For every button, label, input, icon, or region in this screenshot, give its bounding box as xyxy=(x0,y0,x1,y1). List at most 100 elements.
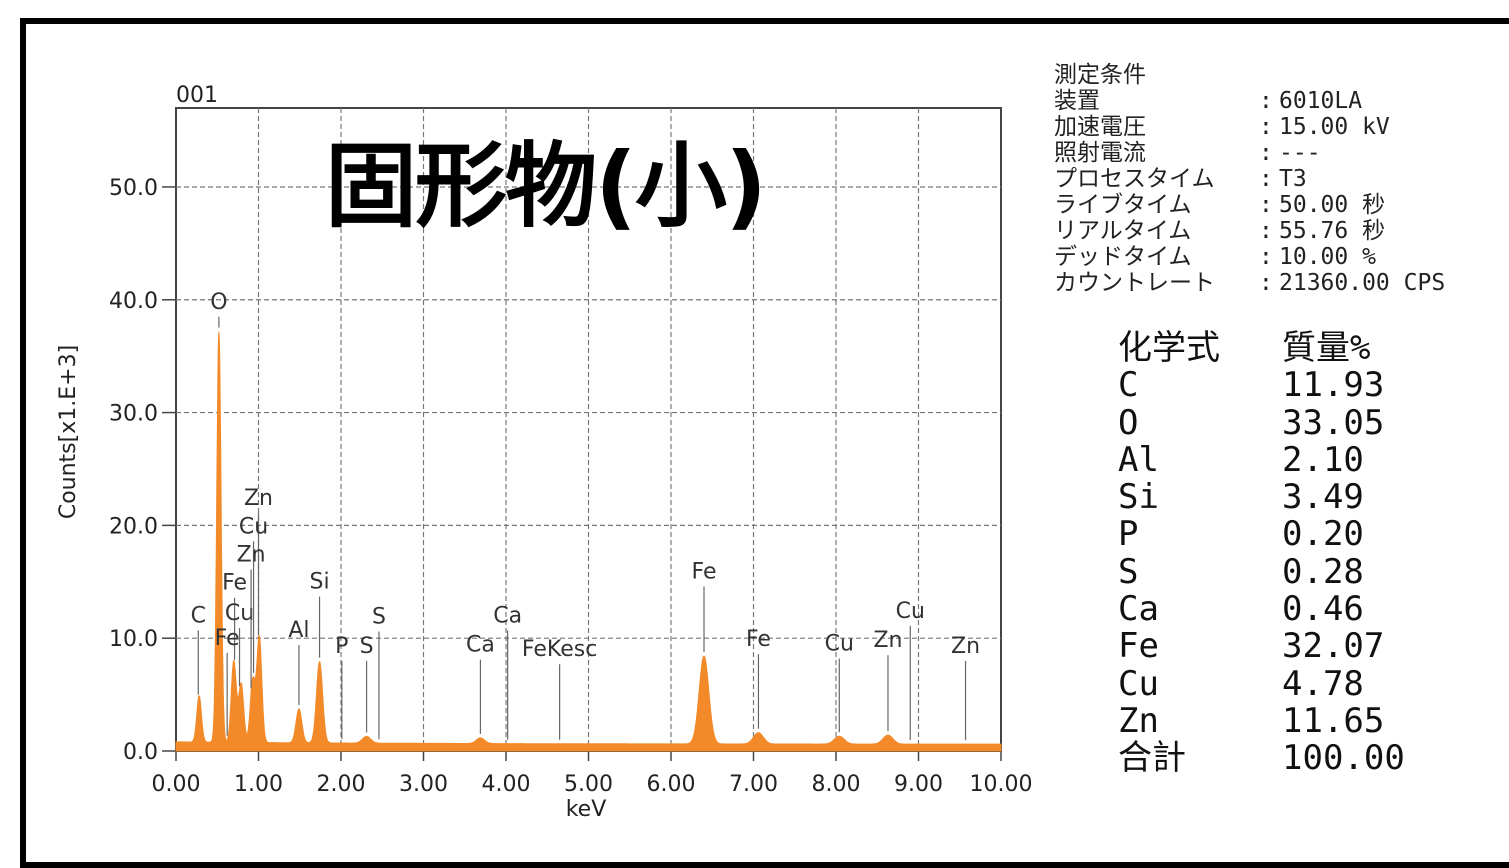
total-value: 100.00 xyxy=(1282,738,1405,779)
condition-key: ライブタイム xyxy=(1054,192,1192,218)
peak-label: Zn xyxy=(237,542,266,567)
condition-separator: : xyxy=(1259,270,1273,296)
condition-row: カウントレート:21360.00 CPS xyxy=(1054,270,1445,296)
result-row: S 0.28 xyxy=(1118,551,1405,592)
result-row: C 11.93 xyxy=(1118,365,1405,406)
result-row: Zn 11.65 xyxy=(1118,700,1405,741)
condition-row: プロセスタイム: T3 xyxy=(1054,166,1445,192)
result-row: O 33.05 xyxy=(1118,402,1405,443)
peak-label: Fe xyxy=(215,626,240,651)
x-tick-label: 1.00 xyxy=(234,772,283,797)
peak-label: Fe xyxy=(692,559,717,584)
condition-separator: : xyxy=(1259,244,1273,270)
peak-label: Fe xyxy=(222,571,247,596)
result-mass: 11.93 xyxy=(1282,365,1385,406)
spectrum-series xyxy=(175,331,1002,752)
peak-label: Cu xyxy=(896,599,925,624)
result-row: Cu 4.78 xyxy=(1118,663,1405,704)
condition-row: ライブタイム:50.00 秒 xyxy=(1054,192,1445,218)
result-mass: 11.65 xyxy=(1282,700,1385,741)
results-rows: C 11.93 O 33.05 Al 2.10 Si 3.49 P 0.20 S 0.28 Ca 0.46… xyxy=(1118,365,1405,741)
condition-row: デッドタイム:10.00 % xyxy=(1054,244,1445,270)
y-tick-label: 50.0 xyxy=(109,176,158,201)
sample-title: 固形物(小) xyxy=(325,133,767,240)
condition-value: 50.00 秒 xyxy=(1279,192,1386,218)
results-total-row: 合計 100.00 xyxy=(1118,738,1405,779)
result-mass: 32.07 xyxy=(1282,626,1385,667)
peak-label: Al xyxy=(288,618,309,643)
spectrum-id-label: 001 xyxy=(176,83,218,108)
x-tick-label: 6.00 xyxy=(647,772,696,797)
peak-label: Zn xyxy=(244,486,273,511)
result-row: Fe 32.07 xyxy=(1118,626,1405,667)
condition-separator: : xyxy=(1259,140,1273,166)
mass-header: 質量% xyxy=(1282,328,1371,368)
condition-row: 装置:6010LA xyxy=(1054,88,1445,114)
x-axis-label: keV xyxy=(566,797,607,822)
y-tick-label: 0.0 xyxy=(123,740,158,765)
condition-key: カウントレート xyxy=(1054,270,1215,296)
peak-label: FeKesc xyxy=(522,637,597,662)
condition-value: 15.00 kV xyxy=(1279,114,1390,140)
x-tick-label: 3.00 xyxy=(399,772,448,797)
condition-value: T3 xyxy=(1279,166,1307,192)
y-tick-label: 40.0 xyxy=(109,289,158,314)
result-formula: Ca xyxy=(1118,589,1159,630)
peak-label: Cu xyxy=(825,632,854,657)
condition-row: リアルタイム:55.76 秒 xyxy=(1054,218,1445,244)
result-mass: 33.05 xyxy=(1282,402,1385,443)
results-header: 化学式 質量% xyxy=(1118,328,1405,368)
measurement-conditions: 測定条件 装置:6010LA 加速電圧:15.00 kV 照射電流: --- プロセスタ… xyxy=(1054,62,1445,296)
x-tick-label: 10.00 xyxy=(970,772,1033,797)
y-tick-label: 30.0 xyxy=(109,402,158,427)
x-tick-label: 7.00 xyxy=(729,772,778,797)
peak-label: Zn xyxy=(951,634,980,659)
result-row: Si 3.49 xyxy=(1118,477,1405,518)
condition-value: 21360.00 CPS xyxy=(1279,270,1446,296)
x-tick-label: 5.00 xyxy=(564,772,613,797)
condition-value: 6010LA xyxy=(1279,88,1363,114)
peak-label: Ca xyxy=(493,603,522,628)
peak-label: O xyxy=(210,290,227,315)
condition-key: 照射電流 xyxy=(1054,140,1146,166)
result-formula: Al xyxy=(1118,439,1159,480)
result-mass: 2.10 xyxy=(1282,439,1364,480)
peak-label: S xyxy=(372,605,386,630)
result-formula: Si xyxy=(1118,477,1159,518)
x-tick-label: 2.00 xyxy=(317,772,366,797)
results-table: 化学式 質量% C 11.93 O 33.05 Al 2.10 Si 3.49 P 0.20 S 0.… xyxy=(1118,328,1405,779)
result-mass: 0.46 xyxy=(1282,589,1364,630)
y-tick-label: 10.0 xyxy=(109,627,158,652)
y-axis-label: Counts[x1.E+3] xyxy=(56,345,81,519)
formula-header: 化学式 xyxy=(1118,328,1220,368)
result-mass: 3.49 xyxy=(1282,477,1364,518)
condition-separator: : xyxy=(1259,192,1273,218)
peak-label: P xyxy=(335,634,348,659)
y-tick-label: 20.0 xyxy=(109,514,158,539)
condition-key: プロセスタイム xyxy=(1054,166,1215,192)
peak-label: Zn xyxy=(873,628,902,653)
result-row: P 0.20 xyxy=(1118,516,1405,554)
peak-label: Fe xyxy=(746,627,771,652)
peak-label: C xyxy=(191,603,206,628)
condition-row: 照射電流: --- xyxy=(1054,140,1445,166)
condition-row: 加速電圧:15.00 kV xyxy=(1054,114,1445,140)
result-formula: S xyxy=(1118,551,1139,592)
peak-label: Cu xyxy=(239,514,268,539)
condition-separator: : xyxy=(1259,114,1273,140)
peak-label: S xyxy=(360,634,374,659)
condition-value: 10.00 % xyxy=(1279,244,1376,270)
result-formula: Zn xyxy=(1118,700,1159,741)
total-label: 合計 xyxy=(1118,738,1186,779)
condition-separator: : xyxy=(1259,166,1273,192)
result-formula: Fe xyxy=(1118,626,1159,667)
result-mass: 0.28 xyxy=(1282,551,1364,592)
result-row: Al 2.10 xyxy=(1118,439,1405,480)
peak-label: Si xyxy=(310,570,330,595)
result-mass: 4.78 xyxy=(1282,663,1364,704)
x-tick-label: 0.00 xyxy=(152,772,201,797)
condition-key: 加速電圧 xyxy=(1054,114,1146,140)
condition-separator: : xyxy=(1259,218,1273,244)
condition-value: --- xyxy=(1279,140,1321,166)
